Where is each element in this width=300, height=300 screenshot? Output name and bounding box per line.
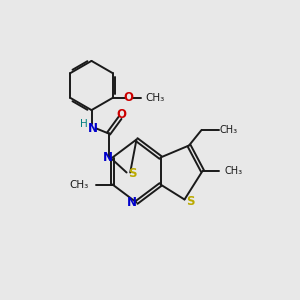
Text: O: O xyxy=(116,108,127,121)
Text: S: S xyxy=(128,167,136,180)
Text: N: N xyxy=(88,122,98,135)
Text: S: S xyxy=(186,195,194,208)
Text: N: N xyxy=(103,151,113,164)
Text: CH₃: CH₃ xyxy=(220,125,238,135)
Text: CH₃: CH₃ xyxy=(146,93,165,103)
Text: N: N xyxy=(127,196,137,209)
Text: H: H xyxy=(80,119,87,130)
Text: O: O xyxy=(123,91,134,104)
Text: CH₃: CH₃ xyxy=(224,166,242,176)
Text: CH₃: CH₃ xyxy=(69,179,88,190)
